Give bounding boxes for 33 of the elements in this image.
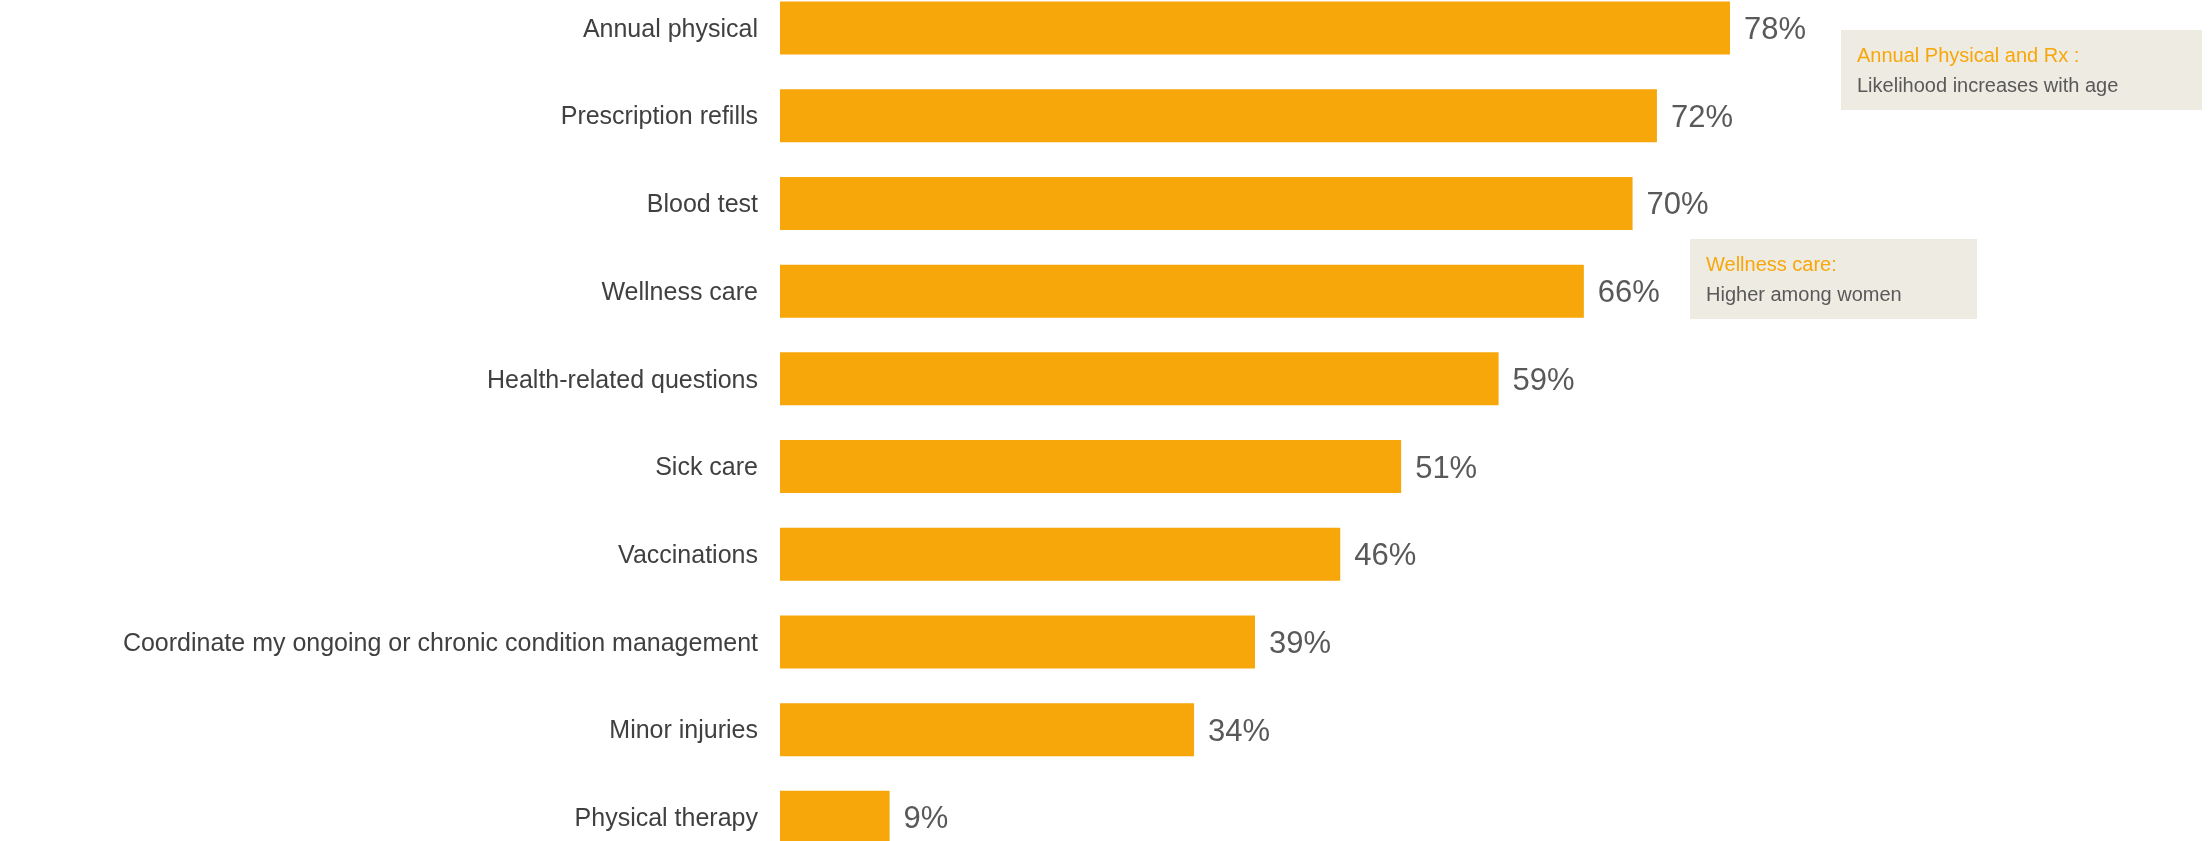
data-label: 72% [1670,98,1733,134]
y-tick-label: Prescription refills [560,101,758,130]
data-label: 51% [1415,449,1478,485]
y-tick-label: Vaccinations [618,539,758,568]
y-tick-label: Wellness care [601,276,758,305]
y-tick-label: Minor injuries [609,715,758,744]
data-label: 66% [1597,274,1660,310]
y-tick-label: Health-related questions [487,364,758,393]
data-label: 34% [1208,712,1271,748]
annotation: Higher among women [1706,282,1903,307]
data-label: 39% [1269,624,1332,660]
bar [780,176,1633,230]
note-box: Annual Physical and Rx : Likelihood increases with age [1841,30,2202,110]
y-tick-label: Physical therapy [574,803,759,832]
note-box: Wellness care: Higher among women [1690,239,1977,319]
y-tick-label: Annual physical [582,13,758,42]
y-tick-label: Coordinate my ongoing or chronic condition management [122,627,759,656]
bar [780,1,1730,55]
bar [780,89,1657,143]
data-label: 59% [1512,361,1575,397]
data-label: 46% [1354,537,1417,573]
bar [780,527,1341,581]
bar [780,264,1584,318]
bar [780,352,1499,406]
bar [780,615,1255,669]
data-label: 9% [903,800,949,836]
bar [780,703,1195,757]
bar [780,440,1402,494]
y-tick-label: Sick care [655,452,758,481]
y-tick-label: Blood test [646,189,759,218]
annotation: Wellness care: [1706,252,1838,277]
data-label: 78% [1744,11,1807,47]
data-label: 70% [1646,186,1709,222]
